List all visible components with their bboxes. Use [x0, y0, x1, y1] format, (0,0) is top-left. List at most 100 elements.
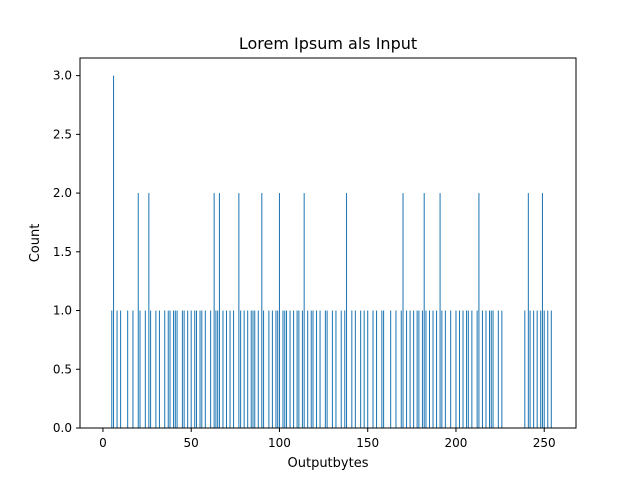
bar-91: [263, 310, 265, 428]
bar-80: [243, 310, 245, 428]
bar-135: [340, 310, 342, 428]
bar-114: [303, 193, 305, 428]
y-tick-label: 0.0: [53, 421, 72, 435]
bar-200: [455, 310, 457, 428]
bar-66: [218, 193, 220, 428]
y-tick-label: 2.5: [53, 127, 72, 141]
bar-179: [418, 310, 420, 428]
bar-104: [286, 310, 288, 428]
bar-153: [372, 310, 374, 428]
bar-130: [331, 310, 333, 428]
bar-146: [360, 310, 362, 428]
bar-250: [543, 310, 545, 428]
bar-30: [155, 310, 157, 428]
bar-102: [282, 310, 284, 428]
bar-61: [210, 310, 212, 428]
bar-137: [344, 310, 346, 428]
bar-158: [381, 310, 383, 428]
bar-246: [536, 310, 538, 428]
bar-103: [284, 310, 286, 428]
bar-53: [195, 310, 198, 428]
bar-20: [137, 193, 139, 428]
bar-118: [310, 310, 312, 428]
bar-143: [354, 310, 356, 428]
bar-68: [222, 310, 224, 428]
bar-21: [139, 310, 141, 428]
bar-189: [436, 310, 438, 428]
bar-113: [301, 310, 303, 428]
bar-45: [181, 310, 183, 428]
bar-94: [268, 310, 270, 428]
bar-217: [485, 310, 487, 428]
bar-163: [390, 310, 392, 428]
bar-224: [497, 310, 499, 428]
bar-24: [144, 310, 146, 428]
bar-63: [213, 193, 215, 428]
bar-159: [383, 310, 385, 428]
plot-frame: [79, 57, 577, 429]
bar-5: [111, 310, 113, 428]
bar-116: [307, 310, 309, 428]
bar-183: [425, 310, 427, 428]
bar-182: [423, 193, 425, 428]
bar-252: [547, 310, 549, 428]
bar-41: [174, 310, 176, 428]
bar-192: [441, 310, 443, 428]
x-axis-ticks: 0 50 100 150 200 250: [99, 428, 556, 450]
bar-111: [298, 310, 300, 428]
bar-187: [432, 310, 434, 428]
x-tick-label: 50: [184, 436, 199, 450]
bar-181: [421, 310, 423, 428]
bar-100: [278, 193, 280, 428]
bar-78: [240, 310, 242, 428]
bar-206: [466, 310, 468, 428]
bar-141: [351, 310, 353, 428]
bar-215: [481, 310, 483, 428]
bar-248: [540, 310, 542, 428]
bar-70: [225, 310, 228, 428]
bar-106: [289, 310, 291, 428]
y-tick-label: 3.0: [53, 69, 72, 83]
y-axis-label: Count: [28, 224, 43, 263]
bar-185: [428, 310, 430, 428]
bar-239: [524, 310, 526, 428]
bar-14: [127, 310, 129, 428]
x-tick-label: 200: [445, 436, 468, 450]
bar-155: [376, 310, 378, 428]
bar-170: [402, 193, 404, 428]
bar-110: [296, 310, 298, 428]
bar-254: [550, 310, 552, 428]
bar-219: [489, 310, 491, 428]
bar-42: [176, 310, 178, 428]
x-tick-label: 0: [99, 436, 107, 450]
bar-169: [400, 310, 402, 428]
bar-220: [490, 310, 492, 428]
y-tick-label: 0.5: [53, 362, 72, 376]
bar-202: [458, 310, 461, 428]
bar-212: [476, 310, 478, 428]
bar-241: [527, 193, 529, 428]
x-tick-label: 100: [268, 436, 291, 450]
x-tick-label: 150: [356, 436, 379, 450]
bar-123: [319, 310, 321, 428]
bar-197: [450, 310, 452, 428]
bar-213: [478, 193, 480, 428]
bar-84: [250, 310, 252, 428]
bar-244: [533, 310, 535, 428]
bar-108: [293, 310, 295, 428]
bar-127: [326, 310, 328, 428]
bar-96: [271, 310, 273, 428]
bar-148: [363, 310, 365, 428]
bar-32: [158, 310, 160, 428]
bar-132: [335, 310, 337, 428]
bar-37: [167, 310, 169, 428]
bar-72: [229, 310, 231, 428]
chart-title: Lorem Ipsum als Input: [239, 34, 417, 53]
bar-77: [238, 193, 240, 428]
bar-27: [150, 310, 152, 428]
bar-121: [316, 310, 318, 428]
bar-40: [173, 310, 175, 428]
bar-8: [116, 310, 118, 428]
bar-249: [541, 193, 543, 428]
